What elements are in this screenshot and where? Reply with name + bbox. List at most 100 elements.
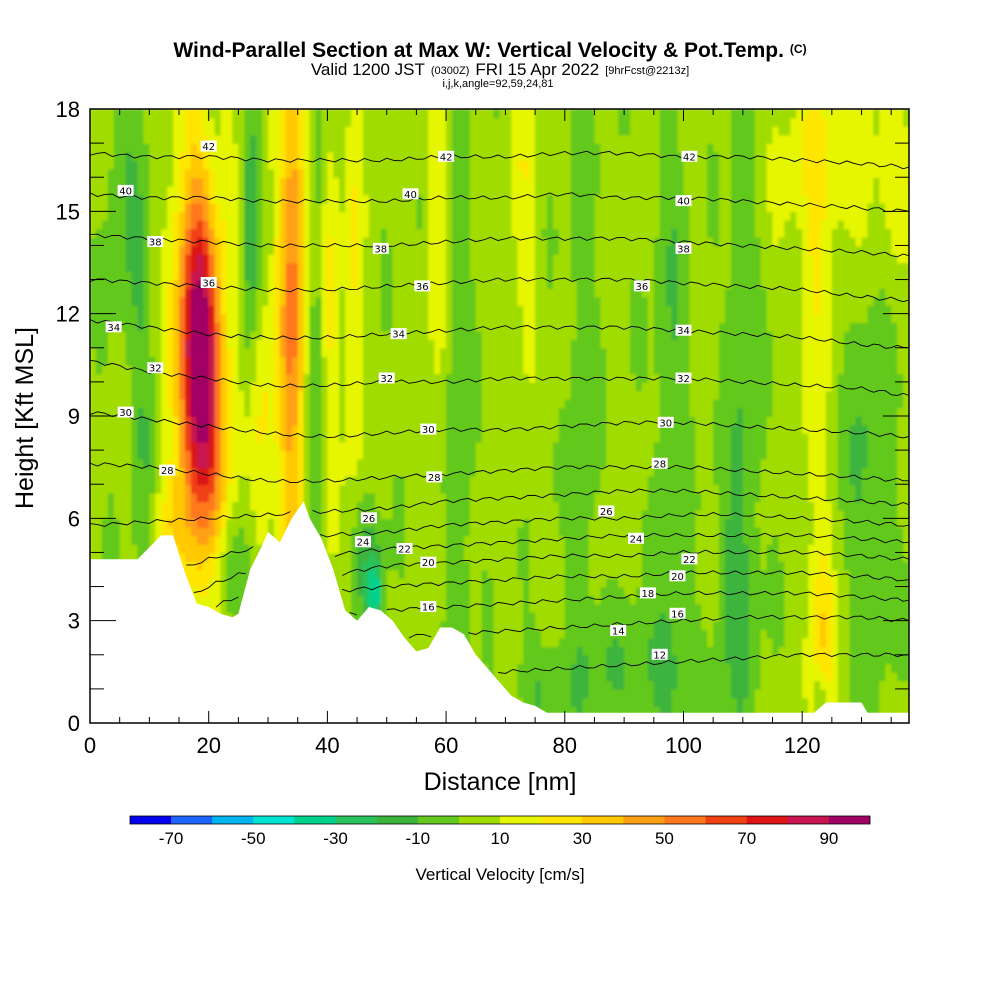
velocity-cell: [707, 484, 714, 494]
velocity-cell: [416, 629, 424, 639]
velocity-cell: [677, 467, 685, 477]
velocity-cell: [819, 467, 827, 477]
velocity-cell: [368, 450, 376, 460]
velocity-cell: [831, 416, 839, 426]
velocity-cell: [155, 416, 163, 426]
velocity-cell: [725, 501, 732, 511]
velocity-cell: [469, 603, 477, 613]
velocity-cell: [612, 543, 619, 554]
velocity-cell: [374, 552, 382, 562]
velocity-cell: [636, 424, 643, 434]
velocity-cell: [487, 501, 495, 511]
velocity-cell: [416, 458, 424, 468]
velocity-cell: [659, 509, 667, 520]
velocity-cell: [879, 671, 887, 682]
velocity-cell: [677, 552, 685, 562]
velocity-cell: [861, 458, 869, 468]
velocity-cell: [885, 458, 892, 468]
velocity-cell: [564, 458, 572, 468]
velocity-cell: [618, 595, 625, 605]
velocity-cell: [695, 552, 703, 562]
velocity-cell: [546, 654, 554, 665]
velocity-cell: [469, 526, 477, 537]
velocity-cell: [736, 441, 744, 451]
velocity-cell: [730, 595, 738, 605]
velocity-cell: [641, 578, 649, 588]
velocity-cell: [523, 663, 530, 673]
velocity-cell: [849, 424, 857, 434]
velocity-cell: [529, 535, 536, 545]
velocity-cell: [481, 518, 489, 528]
velocity-cell: [523, 475, 530, 486]
velocity-cell: [333, 467, 341, 477]
velocity-cell: [760, 543, 768, 554]
velocity-cell: [190, 543, 198, 554]
velocity-cell: [861, 433, 869, 443]
velocity-cell: [149, 492, 157, 503]
velocity-cell: [819, 595, 827, 605]
velocity-cell: [873, 671, 881, 682]
velocity-cell: [671, 450, 679, 460]
velocity-cell: [636, 620, 643, 630]
velocity-cell: [843, 688, 851, 699]
velocity-cell: [600, 450, 608, 460]
velocity-cell: [819, 526, 827, 537]
velocity-cell: [505, 560, 513, 571]
velocity-cell: [855, 612, 863, 622]
velocity-cell: [808, 475, 815, 486]
velocity-cell: [155, 441, 163, 451]
velocity-cell: [641, 501, 649, 511]
velocity-cell: [446, 595, 453, 605]
velocity-cell: [392, 578, 400, 588]
velocity-cell: [558, 467, 566, 477]
velocity-cell: [190, 458, 198, 468]
velocity-cell: [855, 663, 863, 673]
velocity-cell: [843, 663, 851, 673]
velocity-cell: [535, 509, 542, 520]
velocity-cell: [582, 595, 590, 605]
velocity-cell: [208, 518, 216, 528]
velocity-cell: [487, 552, 495, 562]
velocity-cell: [701, 484, 709, 494]
velocity-cell: [214, 560, 222, 571]
velocity-cell: [831, 433, 839, 443]
velocity-cell: [309, 441, 317, 451]
velocity-cell: [725, 705, 732, 716]
velocity-cell: [315, 475, 323, 486]
velocity-cell: [665, 518, 673, 528]
velocity-cell: [452, 518, 459, 528]
velocity-cell: [179, 535, 186, 545]
velocity-cell: [422, 526, 430, 537]
velocity-cell: [196, 424, 204, 434]
velocity-cell: [143, 526, 151, 537]
velocity-cell: [725, 433, 732, 443]
velocity-cell: [238, 441, 246, 451]
velocity-cell: [843, 458, 851, 468]
velocity-cell: [618, 569, 625, 579]
velocity-cell: [730, 671, 738, 682]
velocity-cell: [113, 450, 121, 460]
velocity-cell: [499, 552, 507, 562]
velocity-cell: [665, 569, 673, 579]
velocity-cell: [517, 688, 525, 699]
velocity-cell: [636, 518, 643, 528]
velocity-cell: [161, 484, 168, 494]
velocity-cell: [736, 578, 744, 588]
velocity-cell: [760, 620, 768, 630]
velocity-cell: [469, 535, 477, 545]
velocity-cell: [434, 433, 441, 443]
velocity-cell: [309, 450, 317, 460]
velocity-cell: [778, 484, 786, 494]
velocity-cell: [630, 441, 637, 451]
velocity-cell: [190, 535, 198, 545]
velocity-cell: [713, 705, 720, 716]
velocity-cell: [825, 637, 833, 648]
velocity-cell: [618, 450, 625, 460]
velocity-cell: [392, 492, 400, 503]
velocity-cell: [725, 586, 732, 596]
velocity-cell: [398, 535, 406, 545]
velocity-cell: [238, 569, 246, 579]
velocity-cell: [386, 586, 394, 596]
velocity-cell: [570, 416, 578, 426]
velocity-cell: [410, 637, 418, 648]
